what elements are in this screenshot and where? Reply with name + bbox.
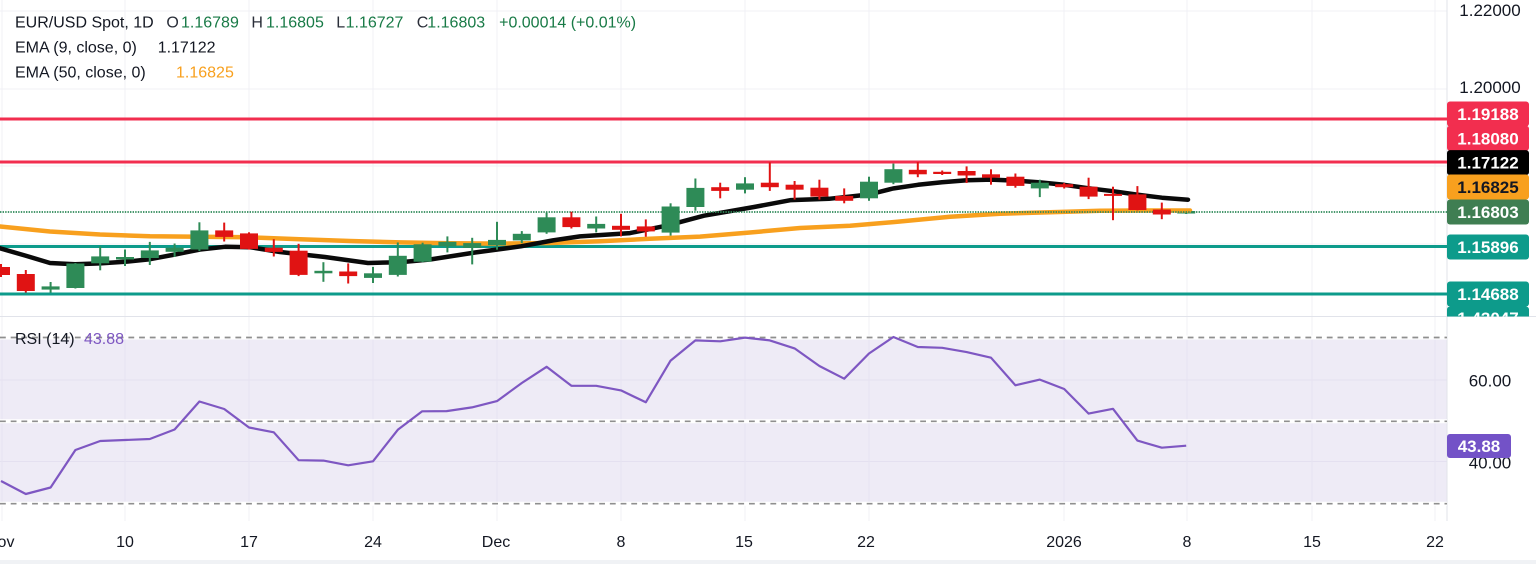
svg-text:15: 15 [735, 534, 753, 551]
svg-text:1.15896: 1.15896 [1457, 238, 1518, 257]
svg-text:1.16805: 1.16805 [266, 15, 324, 32]
svg-text:Dec: Dec [482, 534, 510, 551]
svg-text:1.19188: 1.19188 [1457, 105, 1518, 124]
svg-text:10: 10 [116, 534, 134, 551]
svg-text:RSI (14): RSI (14) [15, 331, 75, 348]
svg-text:15: 15 [1303, 534, 1321, 551]
svg-text:17: 17 [240, 534, 258, 551]
svg-text:C: C [417, 15, 429, 32]
svg-text:43.88: 43.88 [1458, 437, 1501, 456]
svg-text:1.16825: 1.16825 [176, 65, 234, 82]
svg-text:+0.00014 (+0.01%): +0.00014 (+0.01%) [499, 15, 636, 32]
svg-text:L: L [336, 15, 345, 32]
svg-text:1.20000: 1.20000 [1459, 78, 1520, 97]
svg-text:EMA (9, close, 0): EMA (9, close, 0) [15, 40, 137, 57]
svg-text:O: O [166, 15, 178, 32]
svg-text:40.00: 40.00 [1469, 453, 1512, 472]
svg-text:8: 8 [1183, 534, 1192, 551]
svg-text:1.16803: 1.16803 [1457, 203, 1518, 222]
svg-text:1.14688: 1.14688 [1457, 285, 1518, 304]
svg-text:1.16789: 1.16789 [181, 15, 239, 32]
svg-text:1.16727: 1.16727 [346, 15, 404, 32]
svg-text:Nov: Nov [0, 534, 14, 551]
svg-text:43.88: 43.88 [84, 331, 124, 348]
svg-text:8: 8 [617, 534, 626, 551]
svg-text:1.16803: 1.16803 [427, 15, 485, 32]
svg-text:EUR/USD Spot, 1D: EUR/USD Spot, 1D [15, 15, 154, 32]
svg-text:1.17122: 1.17122 [158, 40, 216, 57]
svg-text:1.16825: 1.16825 [1457, 178, 1518, 197]
svg-text:1.18080: 1.18080 [1457, 129, 1518, 148]
svg-text:60.00: 60.00 [1469, 372, 1512, 391]
svg-text:1.43047: 1.43047 [1457, 309, 1518, 328]
svg-text:22: 22 [857, 534, 875, 551]
svg-text:2026: 2026 [1046, 534, 1082, 551]
svg-text:1.17122: 1.17122 [1457, 154, 1518, 173]
svg-text:1.22000: 1.22000 [1459, 1, 1520, 20]
svg-text:H: H [251, 15, 263, 32]
svg-text:EMA (50, close, 0): EMA (50, close, 0) [15, 65, 146, 82]
svg-text:22: 22 [1426, 534, 1444, 551]
svg-text:24: 24 [364, 534, 382, 551]
